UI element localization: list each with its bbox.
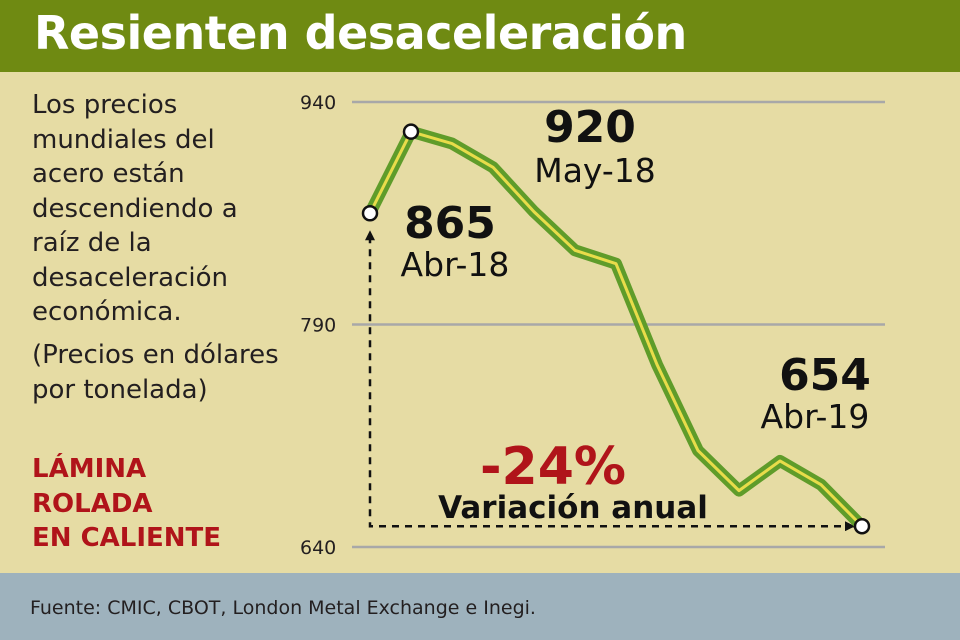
source-text: Fuente: CMIC, CBOT, London Metal Exchang…: [30, 597, 536, 619]
annotation-label-abr-19: Abr-19: [761, 397, 870, 436]
data-point-abr-19: [853, 517, 871, 535]
data-point-abr-18: [361, 205, 379, 222]
product-line-3: EN CALIENTE: [32, 523, 222, 553]
title-bar: Resienten desaceleración: [0, 0, 960, 72]
data-point-may-18: [402, 123, 420, 140]
y-tick-label-790: 790: [300, 315, 336, 337]
footer: Fuente: CMIC, CBOT, London Metal Exchang…: [0, 573, 960, 640]
price-line-inner: [368, 130, 864, 528]
annual-change-arrow: [365, 230, 855, 532]
y-tick-label-940: 940: [300, 92, 336, 114]
unit-note: (Precios en dólares por tonelada): [32, 340, 279, 405]
annotation-value-865: 865: [404, 198, 496, 249]
change-percent: -24%: [480, 437, 626, 497]
annotation-value-654: 654: [779, 350, 871, 401]
page-title: Resienten desaceleración: [34, 6, 687, 60]
product-line-1: LÁMINA: [32, 454, 147, 484]
annotation-value-920: 920: [544, 102, 636, 153]
product-line-2: ROLADA: [32, 488, 153, 519]
description-text: Los precios mundiales del acero están de…: [32, 90, 238, 327]
steel-price-line-chart: 640 790 940 865 Abr-18 920 May-18 654 Abr-…: [300, 92, 885, 559]
product-label: LÁMINA ROLADA EN CALIENTE: [32, 452, 292, 556]
change-label: Variación anual: [438, 490, 708, 526]
y-tick-label-640: 640: [300, 537, 336, 559]
annotation-label-abr-18: Abr-18: [401, 245, 510, 284]
annotation-label-may-18: May-18: [534, 151, 656, 190]
